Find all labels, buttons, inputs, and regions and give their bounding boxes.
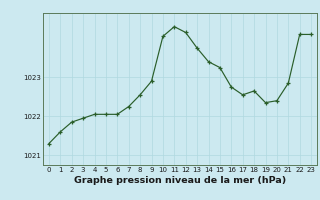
X-axis label: Graphe pression niveau de la mer (hPa): Graphe pression niveau de la mer (hPa) xyxy=(74,176,286,185)
